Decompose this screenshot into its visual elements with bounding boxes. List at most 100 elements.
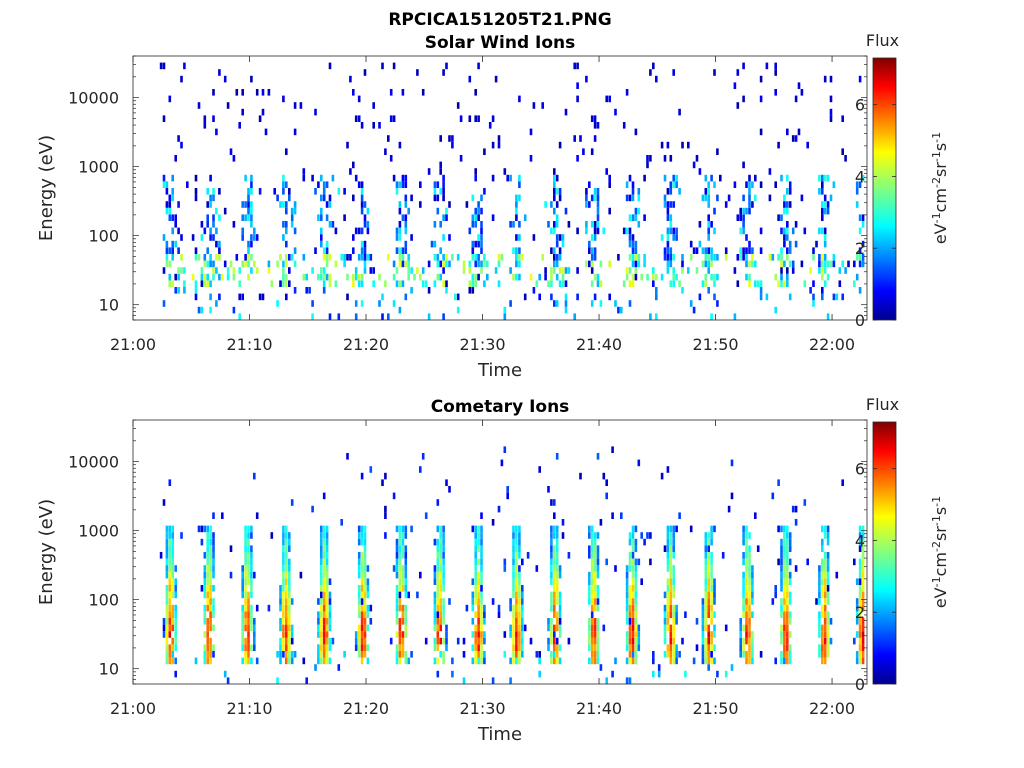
flux-cell (774, 657, 777, 665)
flux-cell (512, 624, 515, 632)
flux-cell (360, 558, 364, 566)
flux-cell (442, 525, 445, 533)
flux-cell (395, 585, 399, 592)
flux-cell (439, 532, 442, 539)
flux-cell (477, 657, 480, 665)
flux-cell (588, 532, 591, 539)
flux-cell (389, 89, 393, 96)
flux-cell (320, 240, 323, 248)
flux-cell (748, 273, 751, 281)
flux-cell (168, 280, 172, 287)
flux-cell (550, 578, 553, 585)
flux-cell (250, 552, 253, 559)
flux-cell (634, 657, 638, 665)
flux-cell (442, 313, 445, 320)
flux-cell (282, 538, 285, 546)
flux-cell (471, 221, 475, 228)
flux-cell (631, 254, 635, 261)
flux-cell (477, 545, 480, 552)
flux-cell (663, 174, 667, 182)
flux-cell (707, 598, 710, 605)
flux-cell (168, 571, 172, 579)
flux-cell (357, 585, 361, 592)
flux-cell (206, 214, 209, 221)
flux-cell (209, 234, 212, 241)
flux-cell (535, 280, 539, 287)
x-tick-label: 21:40 (576, 699, 622, 718)
flux-cell (631, 618, 635, 625)
flux-cell (596, 604, 600, 612)
flux-cell (253, 624, 256, 632)
flux-cell (290, 207, 294, 215)
flux-cell (855, 181, 859, 188)
flux-cell (279, 657, 282, 665)
flux-cell (282, 95, 285, 103)
flux-cell (704, 194, 708, 202)
flux-cell (477, 254, 480, 261)
flux-cell (628, 194, 632, 202)
flux-cell (672, 273, 675, 281)
flux-cell (745, 181, 748, 188)
flux-cell (544, 201, 547, 208)
flux-cell (713, 207, 716, 215)
flux-cell (168, 545, 172, 552)
flux-cell (352, 161, 355, 169)
flux-cell (515, 558, 518, 566)
flux-cell (588, 598, 591, 605)
flux-cell (270, 532, 274, 539)
flux-cell (209, 194, 212, 202)
flux-cell (436, 538, 440, 546)
flux-cell (783, 611, 786, 618)
flux-cell (174, 287, 177, 294)
flux-cell (474, 525, 477, 533)
flux-cell (625, 637, 629, 645)
flux-cell (553, 558, 556, 566)
flux-cell (480, 631, 483, 638)
flux-cell (855, 618, 859, 625)
flux-cell (320, 578, 323, 585)
flux-cell (168, 552, 172, 559)
flux-cell (704, 254, 708, 261)
flux-cell (593, 565, 597, 572)
flux-cell (483, 631, 486, 638)
flux-cell (672, 234, 675, 241)
flux-cell (518, 247, 521, 254)
flux-cell (588, 624, 591, 632)
flux-cell (439, 604, 442, 612)
flux-cell (401, 174, 405, 182)
flux-cell (290, 624, 294, 632)
flux-cell (247, 552, 250, 559)
flux-cell (387, 135, 390, 142)
flux-cell (710, 313, 713, 320)
flux-cell (491, 677, 495, 684)
flux-cell (436, 657, 440, 665)
flux-cell (459, 155, 463, 162)
flux-cell (634, 207, 638, 215)
flux-cell (724, 624, 728, 632)
flux-cell (171, 247, 174, 254)
flux-cell (439, 618, 442, 625)
flux-cell (162, 624, 166, 632)
flux-cell (212, 273, 215, 281)
flux-cell (509, 221, 512, 228)
flux-cell (247, 240, 250, 248)
flux-cell (748, 651, 751, 658)
flux-cell (634, 604, 638, 612)
flux-cell (786, 227, 789, 235)
flux-cell (535, 651, 539, 658)
flux-cell (823, 201, 827, 208)
flux-cell (439, 247, 442, 254)
x-tick-label: 22:00 (809, 699, 855, 718)
flux-cell (751, 565, 754, 572)
flux-cell (325, 552, 329, 559)
flux-cell (171, 254, 174, 261)
flux-cell (794, 95, 798, 103)
flux-cell (221, 512, 224, 519)
flux-cell (858, 644, 862, 651)
flux-cell (666, 578, 670, 585)
flux-cell (288, 267, 291, 274)
flux-cell (360, 188, 364, 195)
x-tick-label: 21:50 (692, 335, 738, 354)
flux-cell (401, 254, 405, 261)
flux-cell (593, 598, 597, 605)
